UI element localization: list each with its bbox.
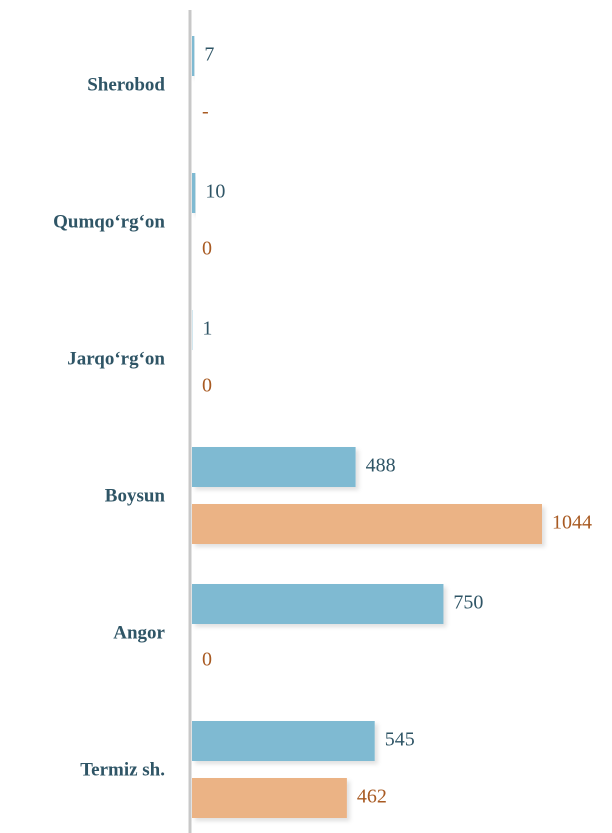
bar (192, 504, 542, 544)
value-label: 1044 (552, 512, 592, 534)
bar (192, 778, 347, 818)
value-label: 10 (205, 181, 225, 203)
category-label: Jarqo‘rg‘on (67, 348, 165, 369)
category-label: Sherobod (87, 74, 165, 95)
bar (192, 721, 375, 761)
value-label: 1 (202, 318, 212, 340)
value-label: 0 (202, 375, 212, 397)
category-label: Angor (113, 622, 165, 643)
value-label: 7 (204, 44, 214, 66)
value-label: 750 (453, 592, 483, 614)
bar (192, 173, 196, 213)
value-label: 0 (202, 238, 212, 260)
category-label: Qumqo‘rg‘on (53, 211, 165, 232)
bar (192, 36, 195, 76)
value-label: 488 (366, 455, 396, 477)
value-label: 545 (385, 729, 415, 751)
value-label: 0 (202, 649, 212, 671)
category-label: Boysun (105, 485, 166, 506)
value-label: 462 (357, 786, 387, 808)
category-label: Termiz sh. (80, 759, 165, 780)
value-label: - (202, 101, 209, 123)
bar (192, 584, 444, 624)
bar (192, 447, 356, 487)
